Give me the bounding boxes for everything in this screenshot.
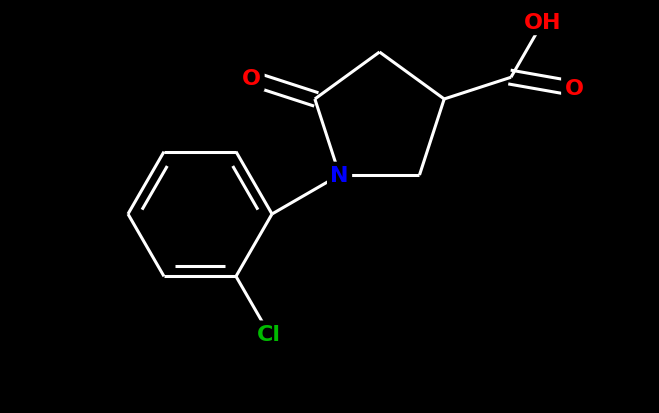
Text: Cl: Cl: [257, 324, 281, 344]
Text: OH: OH: [524, 13, 561, 33]
Text: N: N: [330, 166, 349, 185]
Text: O: O: [243, 69, 261, 89]
Text: O: O: [565, 79, 583, 99]
